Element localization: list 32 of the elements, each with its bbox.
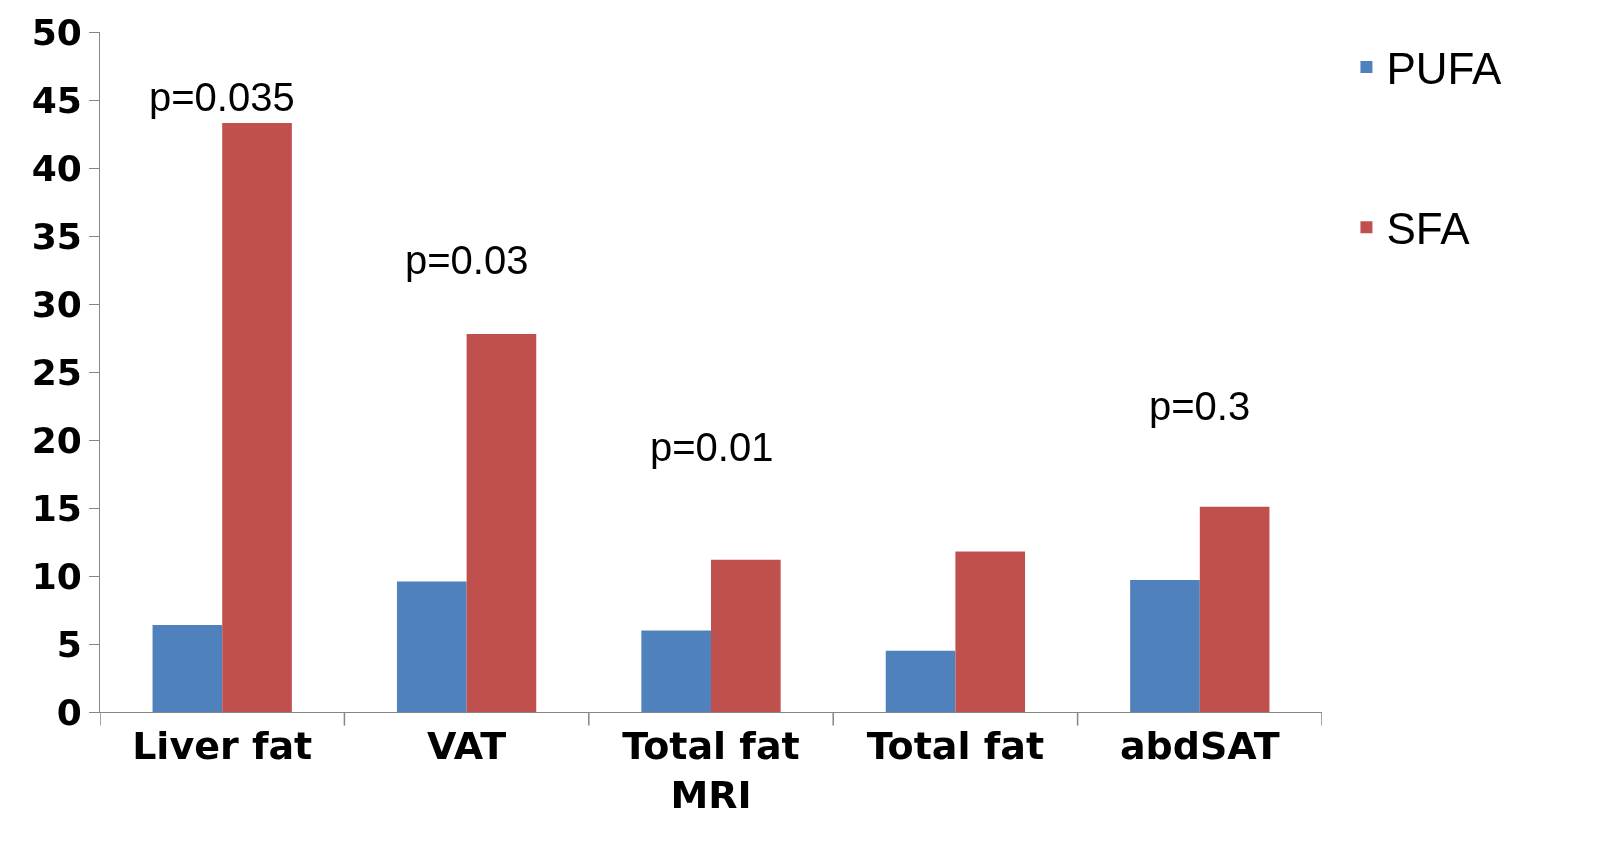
y-tick-label: 40 — [31, 147, 82, 189]
x-tick-label: VAT — [426, 723, 507, 768]
bar — [711, 559, 781, 712]
bar — [466, 333, 537, 712]
annotation: p=0.035 — [149, 75, 295, 119]
legend-label: SFA — [1386, 204, 1471, 254]
annotation: p=0.03 — [405, 238, 529, 282]
bar — [1130, 580, 1200, 712]
y-tick-label: 25 — [31, 351, 82, 393]
x-tick-label: Liver fat — [132, 723, 313, 768]
y-tick-label: 35 — [31, 215, 82, 257]
bar — [955, 551, 1026, 712]
bar — [222, 123, 292, 712]
y-tick-label: 50 — [31, 11, 82, 53]
y-tick-label: 30 — [31, 283, 82, 325]
bar — [1199, 506, 1270, 712]
y-tick-label: 10 — [31, 555, 82, 597]
y-tick-label: 45 — [31, 79, 82, 121]
x-tick-label: Total fat MRI — [622, 723, 800, 817]
annotation: p=0.01 — [650, 425, 774, 469]
y-tick-label: 5 — [56, 623, 82, 665]
bar — [396, 581, 467, 712]
y-tick-label: 0 — [56, 691, 82, 733]
legend-label: PUFA — [1386, 44, 1503, 94]
y-tick-label: 20 — [31, 419, 82, 461]
y-tick-label: 15 — [31, 487, 82, 529]
bar — [885, 650, 956, 712]
x-tick-label: abdSAT — [1119, 723, 1280, 768]
annotation: p=0.3 — [1149, 384, 1251, 428]
bar — [641, 630, 711, 712]
x-tick-label: Total fat — [866, 723, 1045, 768]
bar — [152, 624, 223, 712]
